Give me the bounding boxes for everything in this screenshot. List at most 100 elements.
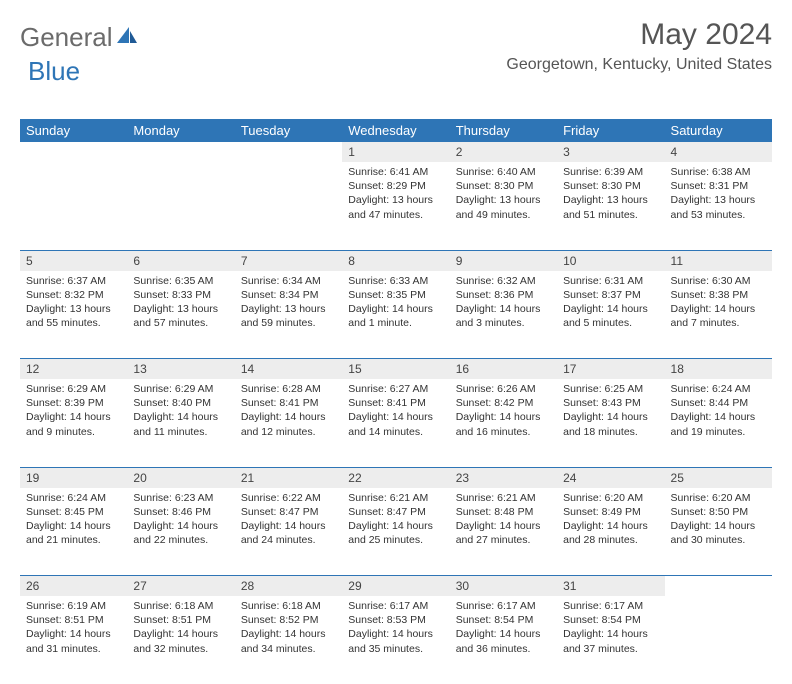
day-line: Sunset: 8:49 PM <box>563 505 658 519</box>
day-line: and 12 minutes. <box>241 425 336 439</box>
day-line: Sunset: 8:54 PM <box>563 613 658 627</box>
day-cell: Sunrise: 6:20 AMSunset: 8:50 PMDaylight:… <box>665 488 772 576</box>
day-cell-body: Sunrise: 6:32 AMSunset: 8:36 PMDaylight:… <box>456 274 551 331</box>
day-line: Sunrise: 6:21 AM <box>348 491 443 505</box>
date-number-row: 19202122232425 <box>20 467 772 488</box>
day-line: Sunrise: 6:28 AM <box>241 382 336 396</box>
day-line: Daylight: 14 hours <box>563 410 658 424</box>
day-cell: Sunrise: 6:24 AMSunset: 8:45 PMDaylight:… <box>20 488 127 576</box>
day-line: Sunset: 8:41 PM <box>241 396 336 410</box>
day-line: Sunrise: 6:29 AM <box>26 382 121 396</box>
day-cell-body: Sunrise: 6:22 AMSunset: 8:47 PMDaylight:… <box>241 491 336 548</box>
day-line: Sunrise: 6:20 AM <box>671 491 766 505</box>
day-line: Sunset: 8:46 PM <box>133 505 228 519</box>
day-cell-body: Sunrise: 6:31 AMSunset: 8:37 PMDaylight:… <box>563 274 658 331</box>
date-number-cell: 13 <box>127 359 234 380</box>
day-cell: Sunrise: 6:30 AMSunset: 8:38 PMDaylight:… <box>665 271 772 359</box>
day-cell-body: Sunrise: 6:38 AMSunset: 8:31 PMDaylight:… <box>671 165 766 222</box>
calendar-table: SundayMondayTuesdayWednesdayThursdayFrid… <box>20 119 772 684</box>
date-number-cell: 23 <box>450 467 557 488</box>
date-number-cell: 25 <box>665 467 772 488</box>
day-line: Sunset: 8:34 PM <box>241 288 336 302</box>
date-number-cell: 27 <box>127 576 234 597</box>
day-cell: Sunrise: 6:29 AMSunset: 8:40 PMDaylight:… <box>127 379 234 467</box>
date-number-cell: 14 <box>235 359 342 380</box>
day-line: Sunrise: 6:21 AM <box>456 491 551 505</box>
day-cell: Sunrise: 6:29 AMSunset: 8:39 PMDaylight:… <box>20 379 127 467</box>
day-line: Daylight: 13 hours <box>348 193 443 207</box>
date-number-cell: 7 <box>235 250 342 271</box>
day-header: Sunday <box>20 119 127 142</box>
day-cell-body: Sunrise: 6:41 AMSunset: 8:29 PMDaylight:… <box>348 165 443 222</box>
day-line: Sunset: 8:29 PM <box>348 179 443 193</box>
day-cell-body: Sunrise: 6:21 AMSunset: 8:48 PMDaylight:… <box>456 491 551 548</box>
date-number-cell: 29 <box>342 576 449 597</box>
day-cell: Sunrise: 6:32 AMSunset: 8:36 PMDaylight:… <box>450 271 557 359</box>
day-line: and 18 minutes. <box>563 425 658 439</box>
day-cell: Sunrise: 6:33 AMSunset: 8:35 PMDaylight:… <box>342 271 449 359</box>
day-line: Sunset: 8:32 PM <box>26 288 121 302</box>
day-line: Sunrise: 6:41 AM <box>348 165 443 179</box>
day-line: and 55 minutes. <box>26 316 121 330</box>
date-number-cell: 30 <box>450 576 557 597</box>
day-line: Daylight: 14 hours <box>241 519 336 533</box>
day-cell-body: Sunrise: 6:34 AMSunset: 8:34 PMDaylight:… <box>241 274 336 331</box>
day-line: Sunrise: 6:18 AM <box>241 599 336 613</box>
day-line: Daylight: 14 hours <box>563 302 658 316</box>
day-cell: Sunrise: 6:28 AMSunset: 8:41 PMDaylight:… <box>235 379 342 467</box>
day-line: Sunrise: 6:33 AM <box>348 274 443 288</box>
day-line: and 31 minutes. <box>26 642 121 656</box>
day-line: Sunset: 8:37 PM <box>563 288 658 302</box>
day-line: Daylight: 14 hours <box>671 302 766 316</box>
day-line: Sunset: 8:39 PM <box>26 396 121 410</box>
day-line: and 59 minutes. <box>241 316 336 330</box>
day-line: Sunrise: 6:26 AM <box>456 382 551 396</box>
day-line: Daylight: 14 hours <box>456 302 551 316</box>
brand-text-1: General <box>20 22 113 53</box>
day-line: Sunset: 8:33 PM <box>133 288 228 302</box>
day-line: Sunset: 8:48 PM <box>456 505 551 519</box>
date-number-cell: 15 <box>342 359 449 380</box>
week-row: Sunrise: 6:29 AMSunset: 8:39 PMDaylight:… <box>20 379 772 467</box>
day-cell-body: Sunrise: 6:29 AMSunset: 8:39 PMDaylight:… <box>26 382 121 439</box>
day-cell: Sunrise: 6:41 AMSunset: 8:29 PMDaylight:… <box>342 162 449 250</box>
day-line: and 9 minutes. <box>26 425 121 439</box>
day-line: Daylight: 13 hours <box>671 193 766 207</box>
day-line: Daylight: 14 hours <box>456 519 551 533</box>
day-line: and 49 minutes. <box>456 208 551 222</box>
day-cell-body: Sunrise: 6:18 AMSunset: 8:52 PMDaylight:… <box>241 599 336 656</box>
brand-sail-icon <box>115 25 139 50</box>
day-line: Sunset: 8:40 PM <box>133 396 228 410</box>
day-line: Sunrise: 6:23 AM <box>133 491 228 505</box>
day-line: Daylight: 14 hours <box>133 410 228 424</box>
day-line: and 14 minutes. <box>348 425 443 439</box>
day-cell <box>235 162 342 250</box>
day-line: Daylight: 14 hours <box>133 627 228 641</box>
day-line: Sunrise: 6:27 AM <box>348 382 443 396</box>
day-line: and 35 minutes. <box>348 642 443 656</box>
day-header: Saturday <box>665 119 772 142</box>
date-number-cell: 28 <box>235 576 342 597</box>
date-number-row: 262728293031 <box>20 576 772 597</box>
day-cell: Sunrise: 6:39 AMSunset: 8:30 PMDaylight:… <box>557 162 664 250</box>
day-line: Daylight: 14 hours <box>26 519 121 533</box>
day-line: Sunset: 8:54 PM <box>456 613 551 627</box>
day-line: Daylight: 13 hours <box>241 302 336 316</box>
day-cell <box>665 596 772 684</box>
day-line: Sunrise: 6:29 AM <box>133 382 228 396</box>
day-line: Daylight: 14 hours <box>26 410 121 424</box>
brand-text-2: Blue <box>28 56 80 86</box>
day-cell-body: Sunrise: 6:40 AMSunset: 8:30 PMDaylight:… <box>456 165 551 222</box>
day-line: Sunrise: 6:17 AM <box>456 599 551 613</box>
day-cell: Sunrise: 6:27 AMSunset: 8:41 PMDaylight:… <box>342 379 449 467</box>
day-cell: Sunrise: 6:25 AMSunset: 8:43 PMDaylight:… <box>557 379 664 467</box>
day-line: Sunrise: 6:18 AM <box>133 599 228 613</box>
date-number-cell: 2 <box>450 142 557 162</box>
day-line: Sunrise: 6:24 AM <box>671 382 766 396</box>
day-cell-body: Sunrise: 6:29 AMSunset: 8:40 PMDaylight:… <box>133 382 228 439</box>
day-line: Sunrise: 6:32 AM <box>456 274 551 288</box>
day-line: Sunset: 8:47 PM <box>241 505 336 519</box>
day-line: Sunrise: 6:34 AM <box>241 274 336 288</box>
day-line: Daylight: 14 hours <box>671 519 766 533</box>
date-number-cell: 10 <box>557 250 664 271</box>
